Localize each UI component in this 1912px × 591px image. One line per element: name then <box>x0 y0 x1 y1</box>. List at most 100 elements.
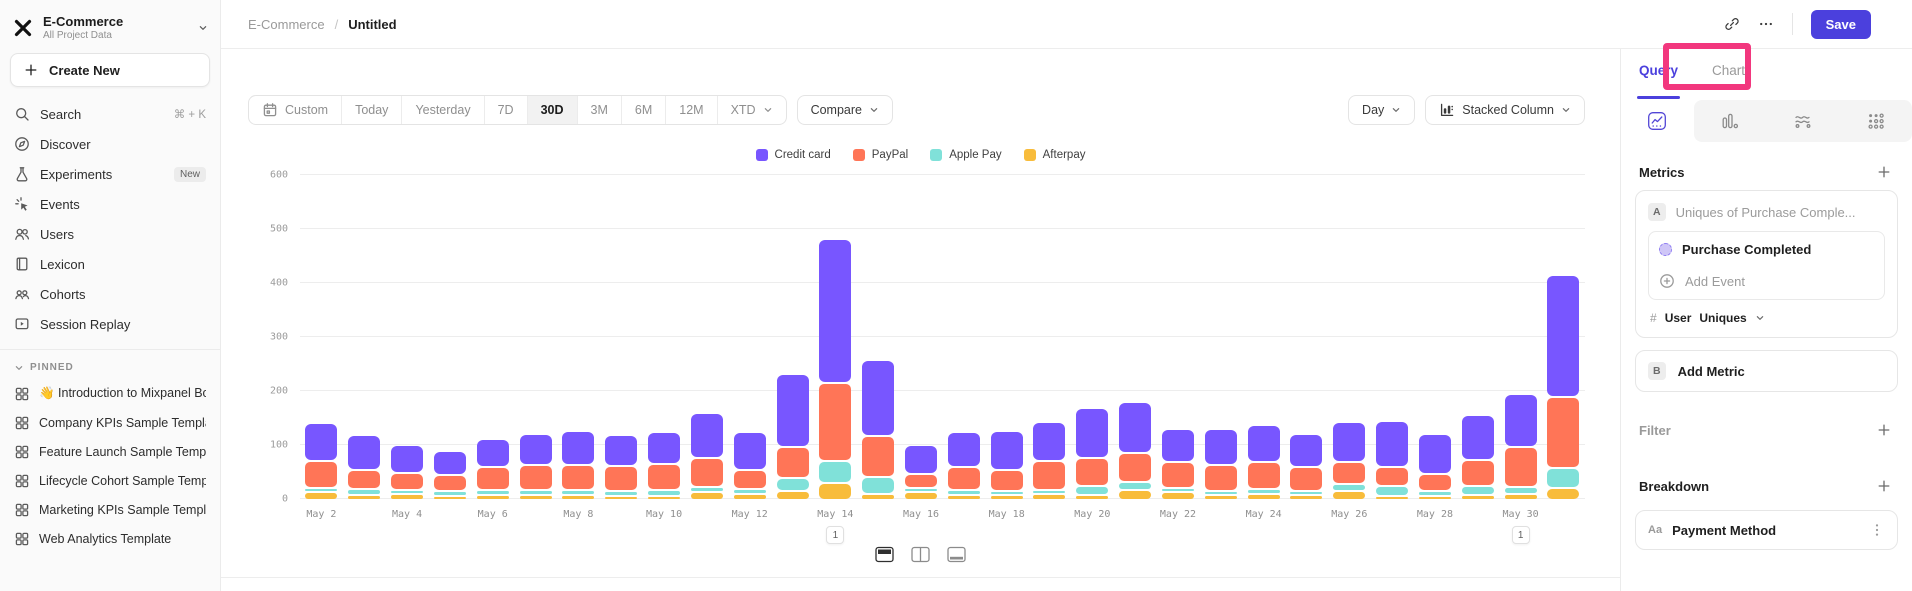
bar-segment-paypal[interactable] <box>1418 475 1451 490</box>
bar-segment-apple-pay[interactable] <box>519 491 552 494</box>
date-range-3m[interactable]: 3M <box>578 96 622 124</box>
bar-segment-credit-card[interactable] <box>348 436 381 470</box>
bar-segment-afterpay[interactable] <box>947 495 980 499</box>
bar-segment-afterpay[interactable] <box>348 495 381 499</box>
bar-segment-apple-pay[interactable] <box>605 492 638 495</box>
bar-segment-afterpay[interactable] <box>1204 496 1237 499</box>
sidebar-item-events[interactable]: Events <box>0 189 220 219</box>
bar-segment-apple-pay[interactable] <box>1161 488 1194 492</box>
sidebar-item-search[interactable]: Search ⌘ + K <box>0 99 220 129</box>
bar-may-25[interactable] <box>1290 434 1323 499</box>
bar-segment-apple-pay[interactable] <box>905 488 937 492</box>
bar-segment-apple-pay[interactable] <box>733 490 766 493</box>
date-range-yesterday[interactable]: Yesterday <box>402 96 485 124</box>
bar-may-29[interactable] <box>1461 416 1494 499</box>
bar-segment-afterpay[interactable] <box>476 495 509 499</box>
bar-segment-afterpay[interactable] <box>733 494 766 499</box>
bar-segment-paypal[interactable] <box>1076 458 1109 485</box>
bar-segment-paypal[interactable] <box>305 461 338 487</box>
metric-title-placeholder[interactable]: Uniques of Purchase Comple... <box>1675 204 1856 220</box>
legend-item-credit-card[interactable]: Credit card <box>755 149 831 161</box>
report-tab-flows[interactable] <box>1766 100 1840 142</box>
bar-segment-paypal[interactable] <box>862 436 895 477</box>
bar-segment-paypal[interactable] <box>1161 463 1194 487</box>
bar-segment-afterpay[interactable] <box>990 496 1023 499</box>
bar-segment-afterpay[interactable] <box>391 495 424 499</box>
event-row-purchase-completed[interactable]: Purchase Completed <box>1649 234 1884 265</box>
bar-segment-afterpay[interactable] <box>1461 495 1494 499</box>
annotation-badge[interactable]: 1 <box>826 526 845 544</box>
bar-may-19[interactable] <box>1033 423 1066 499</box>
bar-segment-credit-card[interactable] <box>947 432 980 467</box>
bar-segment-paypal[interactable] <box>947 468 980 490</box>
bar-segment-apple-pay[interactable] <box>648 491 681 495</box>
sidebar-item-discover[interactable]: Discover <box>0 129 220 159</box>
bar-segment-paypal[interactable] <box>562 465 595 490</box>
bar-segment-credit-card[interactable] <box>1119 402 1152 452</box>
bar-segment-afterpay[interactable] <box>1161 493 1194 499</box>
bar-may-30[interactable] <box>1504 394 1537 499</box>
bar-segment-credit-card[interactable] <box>1504 394 1537 446</box>
bar-may-16[interactable] <box>905 446 937 499</box>
add-breakdown-plus-icon[interactable] <box>1876 478 1892 494</box>
bar-segment-credit-card[interactable] <box>1161 430 1194 462</box>
bar-segment-afterpay[interactable] <box>819 483 852 499</box>
bar-may-13[interactable] <box>776 375 809 499</box>
bar-segment-apple-pay[interactable] <box>348 490 381 494</box>
bar-segment-paypal[interactable] <box>776 448 809 478</box>
bar-segment-credit-card[interactable] <box>1547 275 1580 396</box>
bar-segment-apple-pay[interactable] <box>819 461 852 482</box>
bar-segment-apple-pay[interactable] <box>1461 487 1494 494</box>
bar-segment-paypal[interactable] <box>1247 462 1280 488</box>
bar-segment-apple-pay[interactable] <box>776 479 809 490</box>
bar-segment-credit-card[interactable] <box>733 432 766 470</box>
bar-may-21[interactable] <box>1119 402 1152 499</box>
bar-may-24[interactable] <box>1247 425 1280 499</box>
bar-may-8[interactable] <box>562 432 595 499</box>
bar-segment-credit-card[interactable] <box>476 440 509 467</box>
pinned-item-company-kpis-sample-templat[interactable]: Company KPIs Sample Templat <box>0 408 220 437</box>
save-button[interactable]: Save <box>1810 9 1871 39</box>
bar-segment-afterpay[interactable] <box>1418 496 1451 499</box>
bar-segment-paypal[interactable] <box>605 467 638 490</box>
bar-may-23[interactable] <box>1204 429 1237 499</box>
bar-segment-paypal[interactable] <box>348 471 381 489</box>
bar-segment-afterpay[interactable] <box>690 492 723 499</box>
bar-segment-afterpay[interactable] <box>305 493 338 499</box>
bar-segment-credit-card[interactable] <box>690 414 723 458</box>
bar-segment-afterpay[interactable] <box>1119 490 1152 499</box>
bar-may-28[interactable] <box>1418 434 1451 499</box>
annotation-badge[interactable]: 1 <box>1511 526 1530 544</box>
bar-segment-paypal[interactable] <box>433 475 466 490</box>
bar-segment-afterpay[interactable] <box>433 496 466 499</box>
bar-segment-credit-card[interactable] <box>433 451 466 474</box>
bar-segment-credit-card[interactable] <box>519 434 552 464</box>
bar-segment-apple-pay[interactable] <box>1547 469 1580 488</box>
bar-segment-apple-pay[interactable] <box>1076 486 1109 495</box>
legend-item-apple-pay[interactable]: Apple Pay <box>930 149 1002 161</box>
bar-segment-credit-card[interactable] <box>1204 429 1237 465</box>
bar-segment-afterpay[interactable] <box>1504 494 1537 499</box>
pinned-item-introduction-to-mixpanel-bo[interactable]: 👋 Introduction to Mixpanel Bo <box>0 379 220 408</box>
sidebar-item-cohorts[interactable]: Cohorts <box>0 279 220 309</box>
granularity-button[interactable]: Day <box>1348 95 1416 125</box>
pinned-item-web-analytics-template[interactable]: Web Analytics Template <box>0 524 220 553</box>
bar-may-20[interactable] <box>1076 409 1109 499</box>
bar-segment-apple-pay[interactable] <box>990 491 1023 495</box>
bar-segment-apple-pay[interactable] <box>1290 491 1323 495</box>
bar-segment-paypal[interactable] <box>1504 447 1537 486</box>
bar-segment-paypal[interactable] <box>1547 397 1580 468</box>
bar-segment-apple-pay[interactable] <box>1204 491 1237 495</box>
bar-segment-credit-card[interactable] <box>1033 423 1066 461</box>
bar-may-26[interactable] <box>1333 422 1366 499</box>
bar-segment-paypal[interactable] <box>1461 461 1494 486</box>
breadcrumb-report-title[interactable]: Untitled <box>348 16 397 32</box>
bar-segment-credit-card[interactable] <box>562 432 595 464</box>
pinned-section-header[interactable]: PINNED <box>0 358 220 379</box>
bar-segment-apple-pay[interactable] <box>1418 492 1451 495</box>
bar-segment-apple-pay[interactable] <box>947 491 980 494</box>
bar-segment-paypal[interactable] <box>1290 468 1323 490</box>
bar-segment-credit-card[interactable] <box>648 432 681 464</box>
report-tab-funnels[interactable] <box>1693 100 1767 142</box>
bar-segment-afterpay[interactable] <box>1376 496 1409 499</box>
